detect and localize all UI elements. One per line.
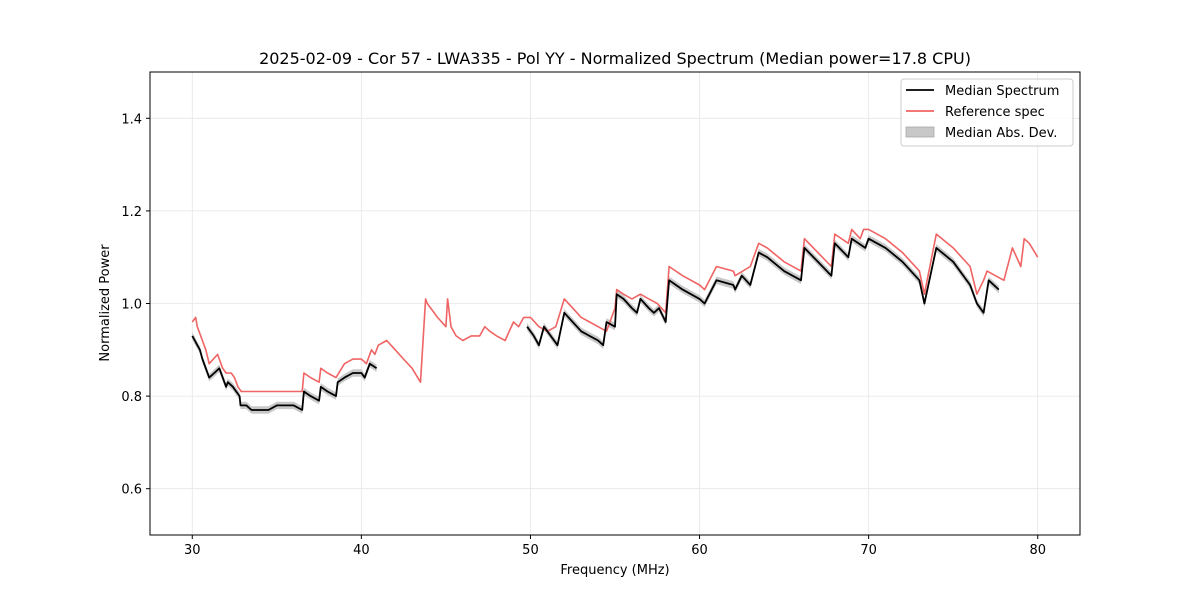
legend-median-label: Median Spectrum xyxy=(945,84,1059,99)
reference-spectrum xyxy=(191,228,1039,393)
y-tick-label: 1.0 xyxy=(121,298,142,313)
y-tick-label: 0.6 xyxy=(121,483,142,498)
median-spectrum-line xyxy=(191,335,378,411)
axis-ticks: 30 40 50 60 70 80 0.6 0.8 1.0 1.2 1.4 xyxy=(121,112,1046,558)
x-axis-label: Frequency (MHz) xyxy=(560,563,669,578)
x-tick-label: 30 xyxy=(184,543,201,558)
x-tick-label: 50 xyxy=(522,543,539,558)
y-tick-label: 1.2 xyxy=(121,205,142,220)
legend-reference-label: Reference spec xyxy=(945,105,1045,120)
y-tick-label: 1.4 xyxy=(121,112,142,127)
legend-mad-swatch xyxy=(905,126,935,138)
mad-band-segment xyxy=(527,235,999,349)
median-spectrum xyxy=(191,237,1000,411)
legend: Median Spectrum Reference spec Median Ab… xyxy=(900,78,1074,147)
x-tick-label: 80 xyxy=(1029,543,1046,558)
x-tick-label: 60 xyxy=(691,543,708,558)
chart-title: 2025-02-09 - Cor 57 - LWA335 - Pol YY - … xyxy=(259,49,971,68)
median-spectrum-line xyxy=(526,237,1000,347)
x-tick-label: 70 xyxy=(860,543,877,558)
legend-mad-label: Median Abs. Dev. xyxy=(945,126,1057,141)
y-tick-label: 0.8 xyxy=(121,390,142,405)
legend-box xyxy=(900,78,1074,147)
reference-spectrum-line xyxy=(191,228,1039,393)
x-tick-label: 40 xyxy=(353,543,370,558)
y-axis-label: Normalized Power xyxy=(98,244,113,362)
